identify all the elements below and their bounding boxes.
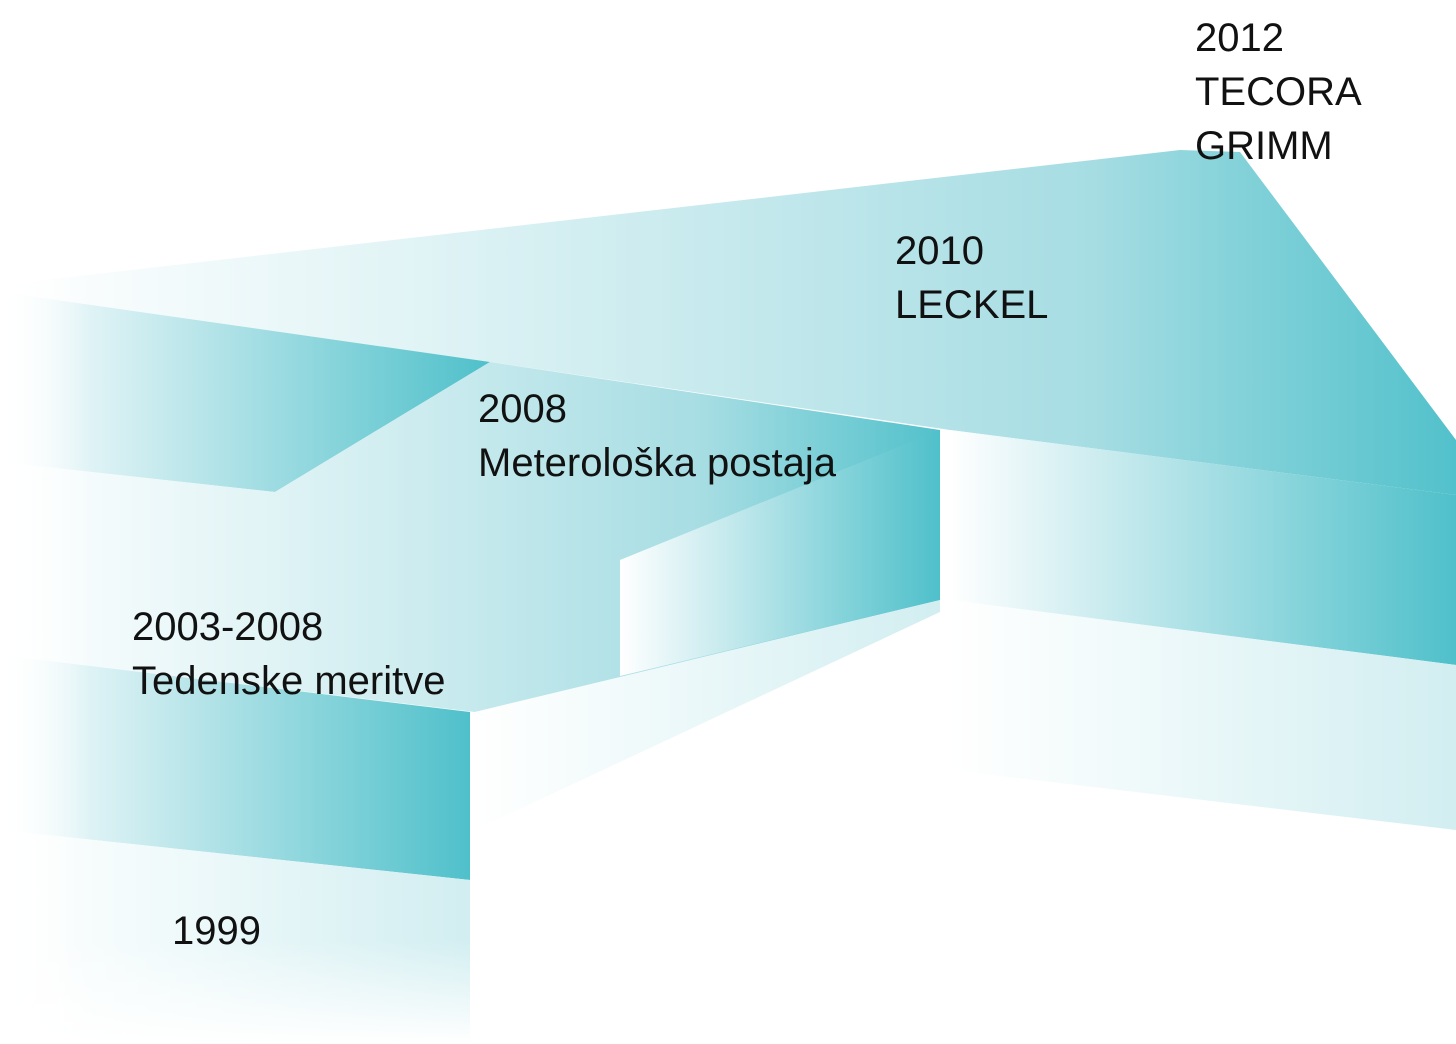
step-year: 2008 [478,387,567,431]
left-step-front [0,655,470,880]
step-label: GRIMM [1195,124,1333,168]
step-year: 2003-2008 [132,605,323,649]
step-year: 1999 [172,909,261,953]
staircase [0,150,1456,1044]
middle-step-front [620,430,940,676]
bottom-fade [0,940,480,1044]
right-lower-face [950,600,1456,830]
top-surface [0,150,1456,495]
right-step-front [950,430,1456,665]
step-year: 2012 [1195,16,1284,60]
step-label: Tedenske meritve [132,659,445,703]
middle-lower-face [475,600,940,830]
step-label: LECKEL [895,283,1048,327]
step-label: TECORA [1195,70,1362,114]
step-label: Meterološka postaja [478,441,837,485]
labels: 1999 2003-2008 Tedenske meritve 2008 Met… [132,16,1362,953]
upper-left-face [0,292,490,492]
left-fade [0,250,90,1044]
step-year: 2010 [895,229,984,273]
